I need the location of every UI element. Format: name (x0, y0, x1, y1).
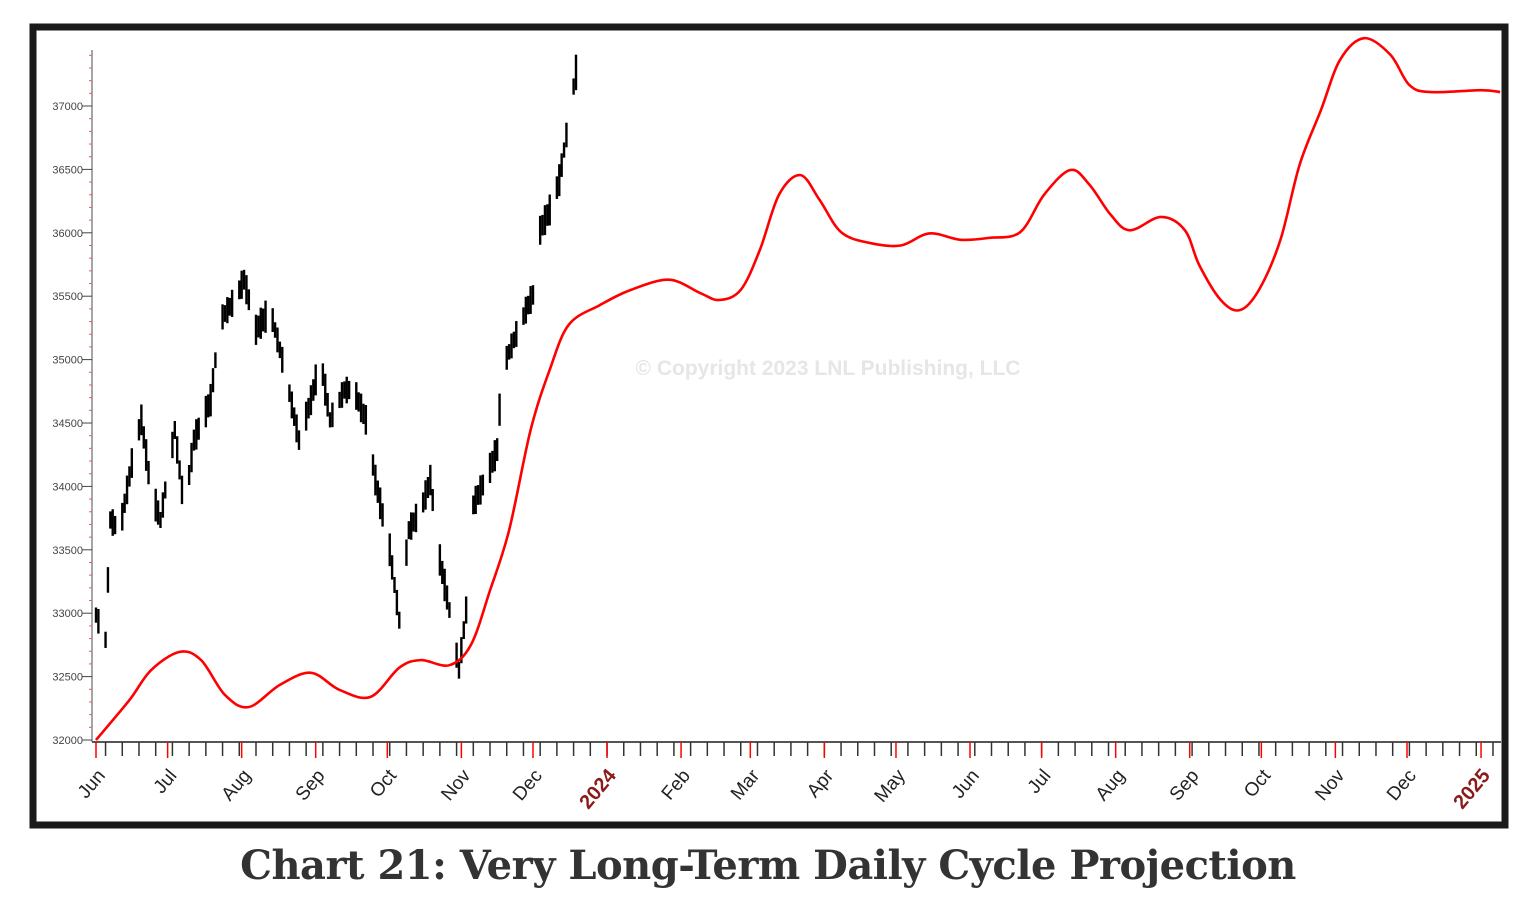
y-tick-label: 32500 (52, 672, 83, 684)
watermark: © Copyright 2023 LNL Publishing, LLC (636, 357, 1021, 380)
y-tick-label: 33500 (52, 545, 83, 557)
y-tick-label: 34000 (52, 481, 83, 493)
y-axis-labels: 32000 32500 33000 33500 34000 34500 35000 35500… (52, 101, 83, 747)
chart-frame (29, 23, 1509, 829)
chart-title: Chart 21: Very Long-Term Daily Cycle Pro… (240, 842, 1296, 889)
y-tick-label: 37000 (52, 101, 83, 113)
y-tick-label: 34500 (52, 418, 83, 430)
y-tick-label: 35000 (52, 355, 83, 367)
y-tick-label: 35500 (52, 291, 83, 303)
y-tick-label: 36000 (52, 228, 83, 240)
cycle-projection-line (95, 36, 1501, 741)
axes (82, 50, 1501, 758)
price-bars (94, 54, 578, 679)
y-tick-label: 36500 (52, 164, 83, 176)
y-tick-label: 33000 (52, 608, 83, 620)
y-tick-label: 32000 (52, 735, 83, 747)
